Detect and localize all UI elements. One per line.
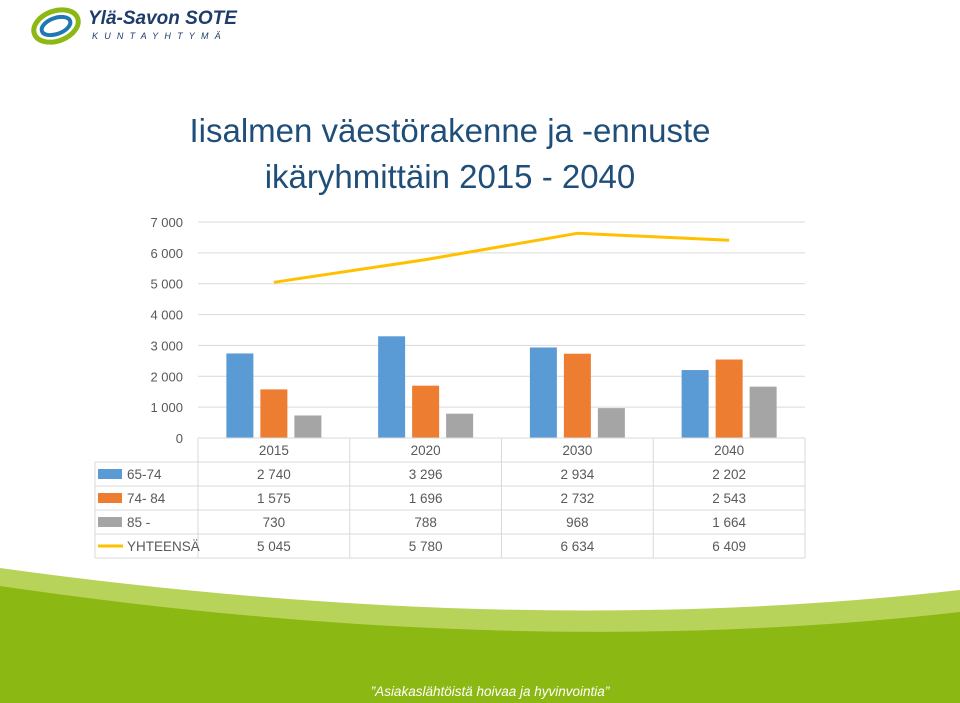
slide-title-line-1: Iisalmen väestörakenne ja -ennuste (189, 112, 711, 149)
data-label: 2 740 (257, 467, 291, 482)
bar (226, 353, 254, 438)
logo-subtitle: KUNTAYHTYMÄ (92, 31, 227, 41)
legend-key (98, 493, 122, 503)
x-category-label: 2015 (259, 443, 289, 458)
y-tick-label: 5 000 (150, 277, 183, 292)
data-label: 3 296 (409, 467, 443, 482)
data-label: 2 543 (712, 491, 746, 506)
logo-name: Ylä-Savon SOTE (88, 8, 237, 29)
y-axis-ticks: 0 1 000 2 000 3 000 4 000 5 000 6 000 7 000 (150, 215, 183, 446)
bar (597, 408, 625, 438)
logo-swoosh-icon (31, 7, 81, 45)
y-tick-label: 2 000 (150, 369, 183, 384)
data-label: 2 732 (560, 491, 594, 506)
bar (294, 415, 322, 438)
y-tick-label: 3 000 (150, 338, 183, 353)
bar (681, 370, 709, 438)
data-label: 6 634 (560, 539, 594, 554)
legend-key (98, 469, 122, 479)
data-label: 5 045 (257, 539, 291, 554)
data-label: 2 934 (560, 467, 594, 482)
bar (749, 386, 777, 438)
x-category-label: 2020 (411, 443, 441, 458)
legend-label: 85 - (127, 515, 150, 530)
x-category-label: 2030 (562, 443, 592, 458)
chart-total-line (273, 231, 730, 284)
y-tick-label: 0 (176, 431, 183, 446)
data-label: 968 (566, 515, 589, 530)
organization-logo: Ylä-Savon SOTE KUNTAYHTYMÄ (30, 4, 250, 48)
bar (378, 336, 406, 438)
bar (529, 347, 557, 438)
bar (446, 413, 474, 438)
legend-key (98, 517, 122, 527)
footer-slogan: ”Asiakaslähtöistä hoivaa ja hyvinvointia… (370, 684, 610, 699)
slide-title: Iisalmen väestörakenne ja -ennuste ikäry… (100, 108, 800, 200)
chart-data-table: 2015 2020 2030 2040 65-74 2 740 3 296 2 934 2 20… (94, 437, 806, 559)
footer-green-band (0, 586, 960, 703)
chart-bars (226, 336, 777, 438)
slide-title-line-2: ikäryhmittäin 2015 - 2040 (264, 158, 636, 195)
data-label: 1 696 (409, 491, 443, 506)
bar (260, 389, 288, 438)
legend-label: 74- 84 (127, 491, 166, 506)
total-line (273, 231, 730, 284)
bar (715, 359, 743, 438)
y-tick-label: 4 000 (150, 308, 183, 323)
data-label: 788 (414, 515, 437, 530)
x-category-label: 2040 (714, 443, 744, 458)
bar (563, 353, 591, 438)
bar (412, 385, 440, 438)
data-label: 6 409 (712, 539, 746, 554)
y-tick-label: 1 000 (150, 400, 183, 415)
legend-label: 65-74 (127, 467, 162, 482)
data-label: 5 780 (409, 539, 443, 554)
y-tick-label: 6 000 (150, 246, 183, 261)
data-label: 1 575 (257, 491, 291, 506)
data-label: 2 202 (712, 467, 746, 482)
data-label: 730 (263, 515, 286, 530)
y-tick-label: 7 000 (150, 215, 183, 230)
data-label: 1 664 (712, 515, 746, 530)
legend-label: YHTEENSÄ (127, 539, 200, 554)
